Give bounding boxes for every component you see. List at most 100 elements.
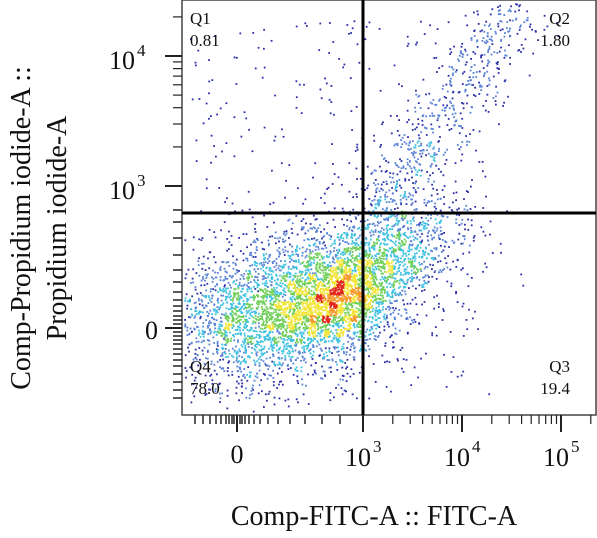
event-dot: [360, 229, 363, 231]
event-dot: [258, 334, 261, 336]
event-dot: [371, 292, 374, 295]
event-dot: [302, 321, 305, 323]
event-dot: [273, 308, 275, 311]
event-dot: [311, 303, 314, 305]
event-dot: [451, 113, 454, 116]
event-dot: [411, 129, 414, 131]
event-dot: [353, 350, 356, 353]
event-dot: [346, 330, 349, 332]
event-dot: [316, 238, 319, 241]
event-dot: [264, 282, 266, 284]
event-dot: [370, 299, 372, 301]
event-dot: [366, 328, 368, 331]
event-dot: [429, 263, 432, 266]
event-dot: [379, 221, 382, 224]
event-dot: [369, 271, 372, 274]
event-dot: [227, 287, 229, 290]
event-dot: [235, 297, 238, 300]
event-dot: [290, 335, 293, 338]
event-dot: [346, 311, 349, 314]
event-dot: [359, 305, 361, 307]
event-dot: [293, 298, 296, 300]
event-dot: [315, 256, 318, 259]
event-dot: [257, 46, 260, 49]
event-dot: [226, 340, 229, 343]
event-dot: [411, 201, 414, 204]
event-dot: [408, 253, 410, 256]
event-dot: [193, 395, 196, 398]
event-dot: [317, 327, 320, 330]
event-dot: [308, 281, 311, 283]
event-dot: [342, 375, 345, 377]
event-dot: [426, 274, 429, 277]
event-dot: [430, 127, 433, 130]
event-dot: [470, 219, 473, 222]
event-dot: [436, 193, 439, 195]
event-dot: [247, 346, 250, 348]
event-dot: [283, 319, 285, 321]
event-dot: [326, 188, 328, 190]
event-dot: [310, 307, 313, 309]
event-dot: [273, 320, 276, 323]
event-dot: [225, 331, 228, 334]
event-dot: [226, 394, 229, 397]
event-dot: [330, 85, 333, 87]
event-dot: [394, 277, 397, 280]
event-dot: [462, 107, 465, 110]
event-dot: [301, 271, 304, 273]
event-dot: [212, 277, 215, 280]
event-dot: [385, 257, 388, 260]
event-dot: [201, 333, 204, 336]
event-dot: [218, 306, 221, 309]
event-dot: [307, 269, 310, 272]
event-dot: [359, 336, 362, 338]
event-dot: [365, 299, 367, 301]
event-dot: [279, 269, 282, 272]
event-dot: [450, 102, 452, 104]
event-dot: [262, 312, 265, 315]
event-dot: [370, 229, 373, 232]
event-dot: [416, 233, 419, 236]
event-dot: [381, 267, 384, 269]
event-dot: [483, 30, 486, 33]
event-dot: [225, 142, 228, 144]
event-dot: [261, 311, 264, 313]
event-dot: [308, 238, 311, 241]
event-dot: [228, 360, 230, 363]
event-dot: [386, 237, 389, 239]
event-dot: [439, 98, 441, 101]
event-dot: [303, 280, 306, 283]
event-dot: [188, 332, 191, 335]
event-dot: [415, 208, 418, 211]
event-dot: [469, 69, 472, 72]
event-dot: [207, 370, 210, 373]
event-dot: [290, 228, 293, 230]
event-dot: [295, 398, 298, 401]
event-dot: [265, 319, 268, 322]
event-dot: [438, 237, 440, 239]
event-dot: [296, 307, 298, 310]
event-dot: [239, 333, 242, 335]
event-dot: [381, 154, 383, 157]
event-dot: [324, 77, 326, 80]
event-dot: [391, 200, 394, 203]
event-dot: [452, 192, 455, 195]
event-dot: [250, 328, 253, 331]
event-dot: [439, 260, 442, 263]
event-dot: [194, 352, 197, 355]
event-dot: [265, 277, 267, 279]
event-dot: [444, 240, 447, 243]
event-dot: [378, 248, 381, 251]
event-dot: [487, 49, 490, 52]
event-dot: [359, 220, 362, 223]
event-dot: [188, 350, 190, 353]
event-dot: [366, 224, 369, 227]
event-dot: [273, 346, 276, 349]
event-dot: [232, 307, 234, 309]
event-dot: [298, 352, 301, 355]
event-dot: [262, 360, 265, 363]
event-dot: [227, 308, 230, 311]
event-dot: [221, 332, 224, 335]
event-dot: [438, 67, 441, 69]
event-dot: [378, 28, 381, 30]
